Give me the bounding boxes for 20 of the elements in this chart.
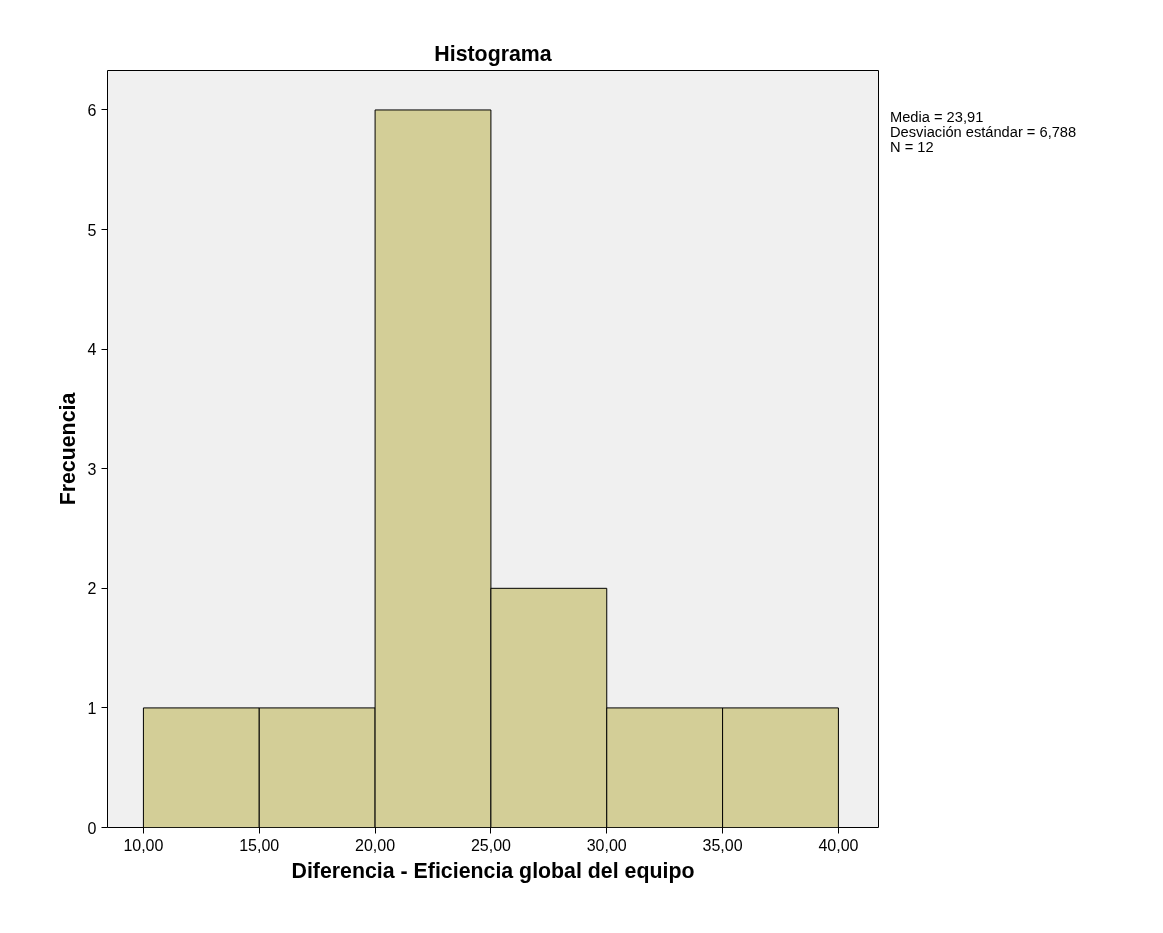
y-tick-label: 6 — [87, 101, 97, 119]
x-axis-title: Diferencia - Eficiencia global del equipo — [291, 858, 695, 883]
y-tick-label: 5 — [87, 221, 97, 239]
chart-title: Histograma — [434, 41, 552, 66]
text: Media = 23,91 — [890, 109, 985, 125]
x-tick-label: 20,00 — [355, 836, 396, 854]
x-tick-label: 25,00 — [470, 836, 512, 854]
x-tick-label: 15,00 — [239, 836, 280, 854]
x-tick-label: 10,00 — [123, 836, 164, 854]
y-tick-label: 4 — [87, 341, 97, 359]
y-tick-label: 1 — [87, 699, 97, 717]
y-axis-title: Frecuencia — [55, 392, 80, 506]
x-tick-label: 30,00 — [586, 836, 627, 854]
y-tick-label: 0 — [87, 819, 97, 837]
y-tick-label: 2 — [87, 580, 97, 598]
text: Desviación estándar = 6,788 — [890, 124, 1077, 140]
x-tick-label: 40,00 — [818, 836, 859, 854]
text: N = 12 — [890, 139, 935, 155]
y-tick-label: 3 — [87, 460, 97, 478]
x-tick-label: 35,00 — [702, 836, 743, 854]
